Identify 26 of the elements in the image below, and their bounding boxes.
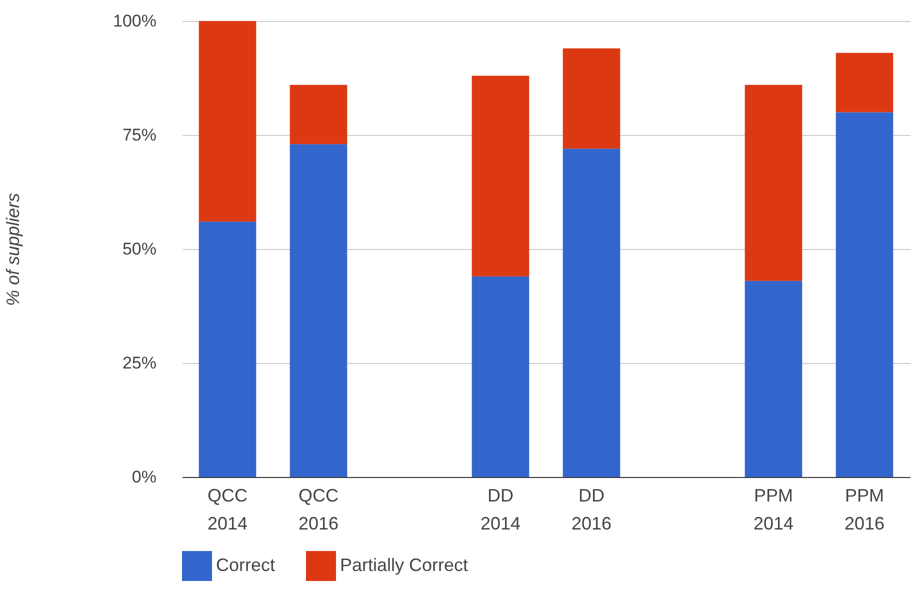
bar — [562, 148, 620, 477]
x-tick-label: QCC 2014 — [207, 486, 248, 534]
x-tick-label: QCC 2016 — [298, 486, 339, 534]
x-tick-label: PPM 2016 — [844, 486, 885, 534]
bar — [290, 84, 348, 144]
bar — [472, 276, 530, 477]
bar — [198, 21, 256, 222]
x-tick-label: DD 2014 — [480, 486, 521, 534]
bar — [472, 76, 530, 276]
bar — [836, 112, 894, 477]
y-tick-label: 25% — [122, 354, 156, 372]
x-tick-label: DD 2016 — [571, 486, 612, 534]
y-tick-label: 75% — [122, 126, 156, 144]
legend-label: Correct — [216, 555, 276, 575]
legend-label: Partially Correct — [340, 555, 468, 575]
y-tick-label: 50% — [122, 240, 156, 258]
y-axis-title: % of suppliers — [3, 192, 24, 306]
bar — [836, 52, 894, 112]
bar — [290, 144, 348, 477]
bar — [744, 84, 802, 281]
bar — [744, 280, 802, 477]
y-tick-label: 100% — [113, 12, 156, 30]
x-tick-label: PPM 2014 — [753, 486, 794, 534]
bar — [198, 222, 256, 477]
y-tick-label: 0% — [132, 468, 156, 486]
bar — [562, 48, 620, 149]
